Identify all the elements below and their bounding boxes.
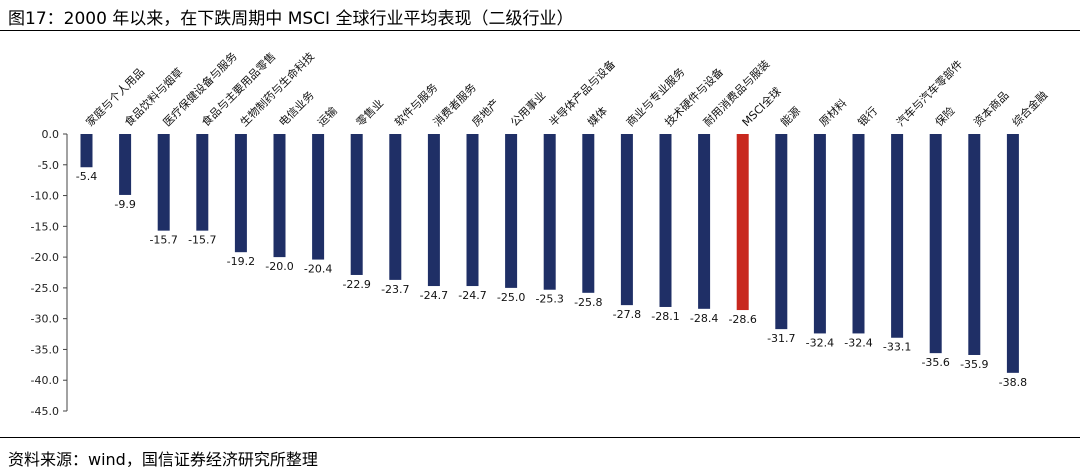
data-label: -28.4 <box>690 312 718 325</box>
data-label: -28.6 <box>728 313 756 326</box>
title-divider <box>0 30 1080 31</box>
data-label: -22.9 <box>342 278 370 291</box>
category-label: 运输 <box>314 104 339 129</box>
data-label: -25.8 <box>574 296 602 309</box>
data-label: -35.9 <box>960 358 988 371</box>
data-label: -24.7 <box>420 289 448 302</box>
category-label: 房地产 <box>469 96 502 129</box>
bar <box>119 134 132 195</box>
bar <box>196 134 209 231</box>
bar <box>466 134 479 287</box>
y-tick-label: -25.0 <box>31 282 59 295</box>
bar <box>582 134 595 293</box>
category-label: 保险 <box>932 104 957 129</box>
data-label: -5.4 <box>76 170 97 183</box>
bar <box>543 134 556 290</box>
bar <box>350 134 363 275</box>
y-tick-label: -45.0 <box>31 405 59 418</box>
source-note: 资料来源：wind，国信证券经济研究所整理 <box>8 450 318 469</box>
data-label: -15.7 <box>149 234 177 247</box>
data-label: -27.8 <box>613 308 641 321</box>
bar <box>273 134 286 258</box>
category-label: 汽车与汽车零部件 <box>893 57 965 129</box>
data-label: -15.7 <box>188 234 216 247</box>
category-label: 耐用消费品与服装 <box>700 57 772 129</box>
source-divider <box>0 437 1080 438</box>
data-label: -20.4 <box>304 263 332 276</box>
category-label: 综合金融 <box>1009 88 1050 129</box>
category-label: 电信业务 <box>276 89 316 129</box>
category-label: 银行 <box>855 104 880 129</box>
category-label: 公用事业 <box>508 89 548 129</box>
bar <box>157 134 170 231</box>
y-tick-label: -35.0 <box>31 343 59 356</box>
bar <box>505 134 518 288</box>
bar <box>698 134 711 309</box>
data-label: -25.0 <box>497 291 525 304</box>
y-tick-label: -10.0 <box>31 190 59 203</box>
data-label: -23.7 <box>381 283 409 296</box>
category-label: 能源 <box>778 104 803 129</box>
bar <box>80 134 93 168</box>
bar <box>1006 134 1019 373</box>
data-label: -28.1 <box>651 310 679 323</box>
data-label: -32.4 <box>844 336 872 349</box>
figure-title: 图17：2000 年以来，在下跌周期中 MSCI 全球行业平均表现（二级行业） <box>8 9 574 29</box>
data-label: -33.1 <box>883 341 911 354</box>
category-label: 医疗保健设备与服务 <box>160 49 240 129</box>
y-tick-label: -5.0 <box>38 159 59 172</box>
bar <box>312 134 325 260</box>
y-tick-label: 0.0 <box>42 128 60 141</box>
bar <box>389 134 402 280</box>
category-label: 原材料 <box>816 96 849 129</box>
y-tick-label: -30.0 <box>31 313 59 326</box>
data-label: -24.7 <box>458 289 486 302</box>
data-label: -20.0 <box>265 260 293 273</box>
bar <box>234 134 247 253</box>
data-label: -38.8 <box>999 376 1027 389</box>
category-label: 资本商品 <box>971 88 1012 129</box>
y-tick-label: -15.0 <box>31 220 59 233</box>
bar <box>620 134 633 306</box>
data-label: -35.6 <box>921 356 949 369</box>
y-tick-label: -20.0 <box>31 251 59 264</box>
data-label: -9.9 <box>114 198 135 211</box>
data-label: -19.2 <box>227 255 255 268</box>
bar <box>852 134 865 334</box>
bar <box>427 134 440 287</box>
bar <box>929 134 942 354</box>
bar <box>659 134 672 307</box>
data-label: -32.4 <box>806 336 834 349</box>
category-label: 食品与主要用品零售 <box>199 49 279 129</box>
data-label: -25.3 <box>535 293 563 306</box>
category-label: 媒体 <box>585 104 610 129</box>
bar <box>891 134 904 338</box>
bar <box>968 134 981 355</box>
bar <box>775 134 788 330</box>
highlight-bar <box>736 134 749 311</box>
category-label: 零售业 <box>353 96 386 129</box>
bar <box>813 134 826 334</box>
data-label: -31.7 <box>767 332 795 345</box>
category-label: 半导体产品与设备 <box>546 57 618 129</box>
y-tick-label: -40.0 <box>31 374 59 387</box>
category-label: 生物制药与生命科技 <box>237 49 317 129</box>
